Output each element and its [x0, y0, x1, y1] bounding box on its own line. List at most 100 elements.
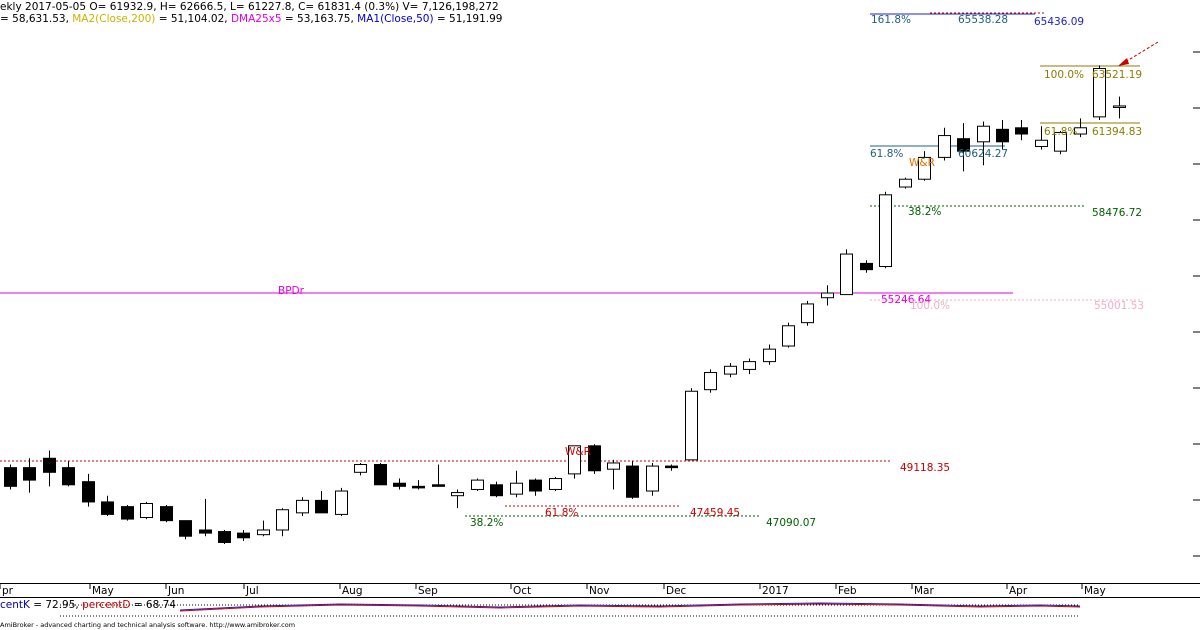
candle [393, 478, 406, 490]
x-axis-layer: pr May Jun Jul Aug Sep Oct Nov Dec 2017 Feb Mar Apr M… [0, 583, 1200, 597]
indicator-part: percentD [82, 599, 131, 611]
candle-body [4, 467, 17, 487]
candle [801, 300, 814, 326]
candle-body [743, 361, 756, 370]
header-ma_line-part: MA2(Close,200) [72, 13, 156, 25]
candle-body [957, 138, 970, 152]
candle [510, 470, 523, 498]
indicator-layer [0, 597, 1200, 617]
header-ma_line-part: = 53,163.75, [281, 13, 358, 25]
candle [4, 464, 17, 490]
candle-body [782, 325, 795, 347]
x-axis-label: Apr [1009, 585, 1028, 597]
annotation-label: 61394.83 [1092, 126, 1142, 138]
grid-layer [1193, 51, 1200, 557]
annotation-label: 65538.28 [958, 14, 1008, 26]
candle [315, 491, 328, 514]
annotation-label: 61.8% [1044, 126, 1077, 138]
candle-body [938, 135, 951, 158]
candle [412, 480, 425, 490]
candle [1054, 130, 1067, 155]
candle-body [510, 482, 523, 495]
x-axis-label: Dec [666, 585, 687, 597]
candle [43, 450, 56, 487]
candle [782, 322, 795, 348]
candle [1093, 65, 1106, 120]
candle [977, 121, 990, 166]
candle-body [977, 125, 990, 143]
x-axis-label: Oct [513, 585, 531, 597]
annotation-label: 38.2% [470, 517, 503, 529]
candle-body [23, 467, 36, 481]
candle [1015, 119, 1028, 141]
candle [626, 461, 639, 499]
candle-body [412, 485, 425, 489]
bpdr-label: BPDr [278, 285, 305, 297]
x-axis-label: Aug [342, 585, 363, 597]
percentk-line [179, 602, 1081, 611]
candle [588, 444, 601, 474]
candle [490, 481, 503, 498]
header-ma_line-part: MA1(Close,50) [357, 13, 434, 25]
x-axis-label: Mar [914, 585, 934, 597]
arrow-head [1118, 58, 1129, 66]
candle [1074, 118, 1087, 138]
candle [763, 344, 776, 365]
annotation-label: 100.0% [910, 300, 950, 312]
candle [432, 464, 445, 487]
candle [257, 520, 270, 537]
x-axis-label: 2017 [762, 585, 789, 597]
candle [335, 487, 348, 516]
candle-body [665, 465, 678, 469]
candle [121, 505, 134, 521]
candle-body [179, 520, 192, 537]
header-ma_line-part: = 51,104.02, [155, 13, 231, 25]
percentd-line [179, 603, 1081, 612]
candle-body [996, 128, 1009, 143]
indicator-part: = 68.74 [130, 599, 176, 611]
annotation-label: 100.0% [1044, 69, 1084, 81]
x-axis-label: pr [2, 585, 14, 597]
candle-body [471, 479, 484, 490]
candle [82, 473, 95, 507]
candle [860, 260, 873, 273]
candle [957, 123, 970, 172]
x-axis-label: Nov [589, 585, 610, 597]
candle [140, 501, 153, 520]
candle [821, 285, 834, 306]
candle [743, 358, 756, 375]
candle-body [237, 532, 250, 539]
annotation-label: 65436.09 [1034, 16, 1084, 28]
candle-body [840, 253, 853, 296]
candle-body [335, 490, 348, 515]
candle [529, 478, 542, 496]
candle-body [821, 292, 834, 299]
x-axis-label: May [1084, 585, 1106, 597]
candle-body [626, 465, 639, 498]
candle [938, 127, 951, 161]
annotation-label: 60624.27 [958, 148, 1008, 160]
ma-header: = 58,631.53, MA2(Close,200) = 51,104.02,… [0, 13, 502, 25]
candle [101, 495, 114, 516]
annotation-label: 161.8% [871, 14, 911, 26]
indicator-part: centK [0, 599, 30, 611]
candle-body [918, 156, 931, 180]
header-ma_line-part: = 51,191.99 [433, 13, 503, 25]
annotation-label: 63521.19 [1092, 69, 1142, 81]
candles-layer [4, 65, 1126, 545]
candle [685, 388, 698, 461]
level-47459-label: 47459.45 [690, 507, 740, 519]
candle-body [1054, 131, 1067, 152]
candle-body [1074, 127, 1087, 135]
footer-credit: AmiBroker - advanced charting and techni… [0, 621, 296, 629]
candle-body [646, 465, 659, 492]
candle [354, 462, 367, 476]
candle [218, 529, 231, 545]
candle-body [490, 484, 503, 497]
candle-body [607, 462, 620, 470]
annotations-layer: 161.8% 65538.28 65436.09 100.0% 63521.19 61.8… [278, 14, 1159, 529]
candle [646, 462, 659, 496]
candle [471, 478, 484, 492]
